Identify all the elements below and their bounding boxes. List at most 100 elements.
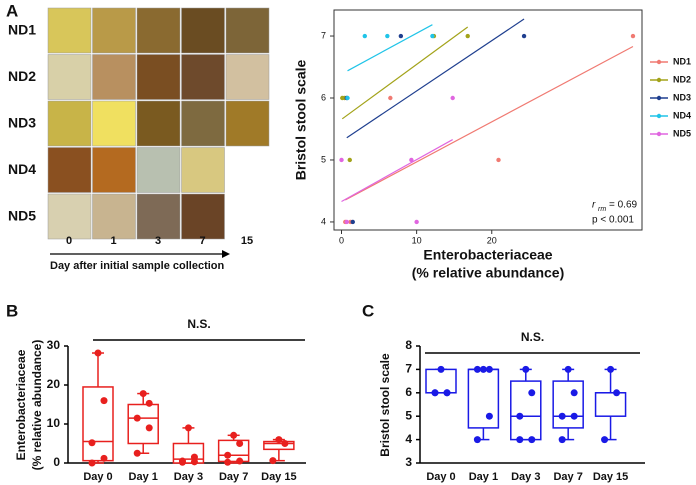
- y-tick-label: 6: [405, 385, 412, 399]
- point: [570, 389, 578, 397]
- photo: [136, 7, 181, 54]
- row-label: ND1: [8, 22, 36, 38]
- photo: [47, 100, 92, 147]
- x-tick-label: Day 7: [219, 471, 248, 483]
- row-label: ND5: [8, 208, 36, 224]
- point: [139, 390, 147, 398]
- y-tick-label: 20: [47, 377, 61, 391]
- photo: [181, 54, 225, 100]
- legend-label: ND4: [673, 110, 691, 120]
- point: [224, 458, 232, 466]
- legend-label: ND3: [673, 92, 691, 102]
- point: [88, 439, 96, 447]
- legend-dot: [656, 113, 662, 119]
- x-tick-label: Day 0: [426, 471, 455, 483]
- photo: [47, 147, 92, 193]
- box: [82, 386, 114, 462]
- photo: [92, 54, 136, 100]
- photo: [136, 100, 181, 147]
- point: [347, 157, 352, 163]
- point: [362, 33, 367, 39]
- panel-label: B: [6, 301, 18, 320]
- point: [473, 436, 481, 444]
- y-tick-label: 6: [321, 92, 326, 102]
- point: [230, 431, 238, 439]
- annotation-r-sub: rm: [598, 206, 606, 213]
- point: [269, 457, 277, 465]
- column-label: 7: [199, 235, 205, 247]
- photo: [181, 100, 225, 147]
- point: [236, 440, 244, 447]
- photo: [181, 193, 225, 240]
- point: [385, 33, 390, 39]
- fit-line: [341, 26, 469, 120]
- photo: [47, 54, 92, 100]
- point: [521, 33, 527, 39]
- x-axis-label: (% relative abundance): [412, 265, 565, 281]
- legend-dot: [656, 59, 662, 65]
- photo: [92, 100, 136, 147]
- point: [350, 219, 355, 225]
- point: [94, 349, 102, 357]
- photo: [47, 7, 92, 54]
- point: [607, 365, 615, 373]
- point: [431, 389, 439, 397]
- point: [190, 458, 198, 466]
- box: [172, 442, 205, 464]
- point: [630, 33, 636, 39]
- point: [558, 436, 566, 444]
- arrow-head: [222, 250, 230, 258]
- point: [479, 365, 487, 373]
- y-tick-label: 10: [47, 416, 61, 430]
- annotation-r-value: = 0.69: [609, 200, 638, 211]
- y-axis-label: (% relative abundance): [30, 340, 44, 471]
- annotation: N.S.: [521, 330, 544, 344]
- fit-line: [347, 24, 433, 72]
- point: [485, 412, 493, 420]
- point: [564, 365, 572, 373]
- legend-dot: [656, 95, 662, 101]
- point: [344, 219, 349, 225]
- y-axis-label: Bristol stool scale: [293, 59, 309, 180]
- box: [510, 380, 542, 441]
- legend-label: ND5: [673, 128, 691, 138]
- photo: [92, 147, 136, 193]
- point: [178, 458, 186, 466]
- point: [145, 424, 153, 432]
- point: [473, 365, 481, 373]
- point: [516, 412, 524, 420]
- row-label: ND2: [8, 68, 36, 84]
- y-tick-label: 5: [405, 408, 412, 422]
- point: [398, 33, 404, 39]
- x-tick-label: Day 3: [511, 471, 540, 483]
- row-label: ND4: [8, 161, 36, 177]
- point: [528, 389, 536, 397]
- point: [184, 424, 192, 432]
- y-axis-label: Enterobacteriaceae: [14, 349, 28, 460]
- point: [409, 157, 414, 163]
- point: [601, 436, 609, 444]
- legend-dot: [656, 77, 662, 83]
- y-tick-label: 4: [405, 432, 412, 446]
- x-tick-label: 0: [339, 235, 344, 245]
- box: [217, 439, 250, 463]
- point: [339, 157, 344, 163]
- box: [552, 380, 584, 429]
- point: [236, 457, 244, 465]
- fit-line: [344, 45, 634, 201]
- point: [133, 449, 141, 457]
- annotation-r: r: [592, 200, 596, 211]
- legend-label: ND2: [673, 74, 691, 84]
- y-tick-label: 7: [405, 362, 412, 376]
- photo-xlabel: Day after initial sample collection: [50, 260, 225, 272]
- photo: [136, 193, 181, 240]
- fit-line: [341, 139, 453, 203]
- column-label: 3: [155, 235, 161, 247]
- x-tick-label: Day 15: [261, 471, 296, 483]
- photo: [92, 193, 136, 240]
- point: [528, 436, 536, 444]
- photo: [181, 7, 225, 54]
- point: [522, 365, 530, 373]
- column-label: 0: [66, 235, 72, 247]
